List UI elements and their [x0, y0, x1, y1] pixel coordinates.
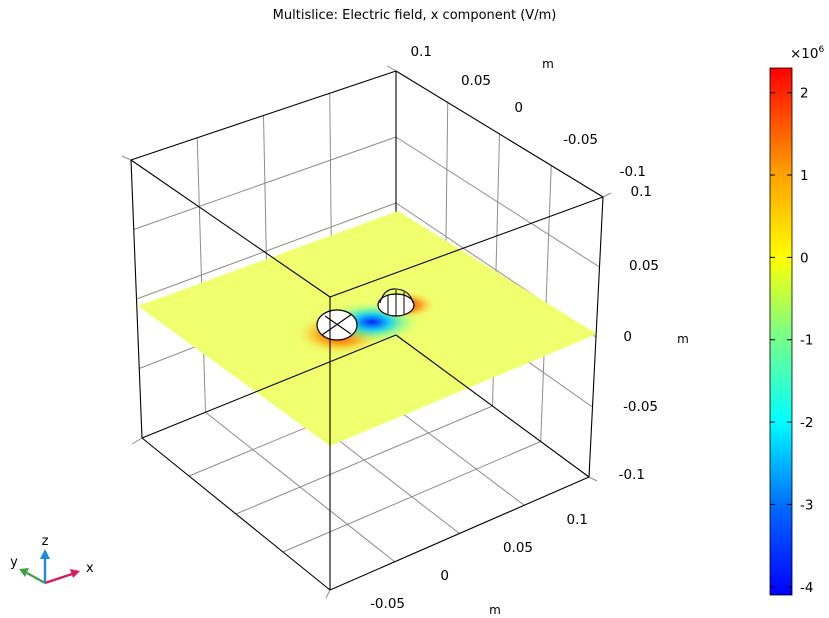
grid-line: [386, 65, 397, 72]
grid-line: [325, 589, 331, 599]
z-axis-unit: m: [677, 332, 689, 346]
triad-x-label: x: [86, 561, 94, 576]
grid-line: [131, 437, 143, 445]
grid-line: [395, 136, 600, 268]
y-tick: 0.1: [411, 44, 432, 60]
axis-triad: z x y: [10, 534, 94, 585]
x-axis-arrow: [44, 572, 73, 585]
grid-line: [588, 476, 598, 482]
x-tick: 0: [440, 568, 449, 584]
colorbar-tick-label: -4: [800, 580, 813, 596]
z-tick: -0.05: [623, 399, 658, 415]
grid-line: [235, 405, 493, 515]
colorbar-gradient: [769, 67, 793, 596]
x-tick: 0.1: [567, 512, 588, 528]
x-tick: -0.05: [370, 596, 405, 612]
z-axis-ticks: 0.1 0.05 0 -0.05 -0.1 m: [619, 184, 689, 483]
x-axis-ticks: -0.05 0 0.05 0.1 m: [370, 512, 588, 617]
z-tick: 0.05: [629, 258, 659, 274]
z-tick: -0.1: [619, 467, 645, 483]
grid-line: [133, 136, 397, 230]
x-tick: 0.05: [503, 540, 533, 556]
x-axis-unit: m: [489, 603, 501, 617]
y-tick: 0: [514, 100, 523, 116]
y-axis-unit: m: [542, 57, 554, 71]
y-axis-arrow: [26, 571, 46, 585]
y-tick: 0.05: [461, 73, 491, 89]
colorbar-ticks: 2 1 0 -1 -2 -3 -4: [770, 86, 813, 596]
colorbar-tick-label: 1: [800, 168, 809, 184]
grid-line: [602, 192, 612, 198]
plot-title: Multislice: Electric field, x component …: [272, 8, 557, 23]
grid-line: [121, 155, 132, 161]
electrode-sphere-left: [316, 309, 358, 341]
colorbar-tick-label: 2: [800, 86, 809, 102]
colorbar-multiplier: ×106: [790, 45, 825, 62]
electrode-sphere-right: [377, 288, 415, 317]
y-tick: -0.05: [563, 132, 598, 148]
triad-y-label: y: [10, 555, 18, 570]
y-tick: -0.1: [620, 164, 646, 180]
colorbar-tick-label: -2: [800, 415, 813, 431]
triad-z-label: z: [42, 534, 49, 549]
z-tick: 0: [623, 329, 632, 345]
grid-line: [136, 202, 397, 300]
colorbar-tick-label: -1: [800, 333, 813, 349]
box-front-edges: [130, 159, 604, 591]
grid-line: [282, 441, 541, 553]
y-axis-ticks: 0.1 0.05 0 -0.05 -0.1 m: [411, 44, 646, 180]
slice-plane: [138, 211, 597, 446]
colorbar-tick-label: -3: [800, 497, 813, 513]
colorbar[interactable]: ×106 2 1 0 -1 -2 -3 -4: [769, 45, 825, 596]
colorbar-tick-label: 0: [800, 250, 809, 266]
z-tick: 0.1: [631, 184, 652, 200]
